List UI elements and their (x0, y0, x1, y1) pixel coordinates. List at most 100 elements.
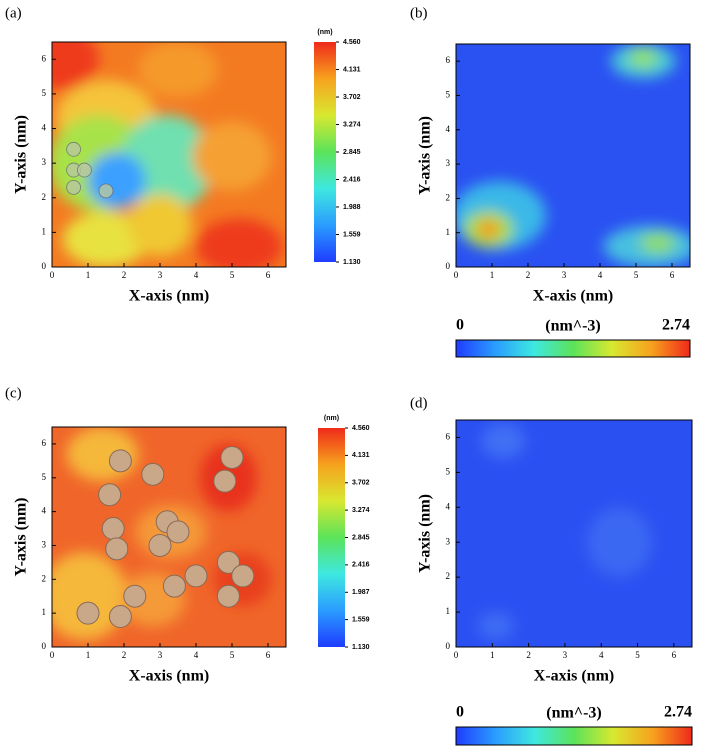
colorbar-tick-label: 1.987 (352, 589, 370, 596)
colorbar-tick-label: 2.416 (352, 562, 370, 569)
x-tick-label: 4 (598, 270, 603, 280)
colorbar-tick-label: 2.74 (662, 317, 690, 334)
colorbar-tick-label: 3.702 (352, 480, 370, 487)
heatmap-region (52, 42, 99, 91)
heatmap-region (192, 121, 272, 191)
x-tick-label: 0 (454, 270, 459, 280)
colorbar-tick-label: 1.988 (343, 204, 361, 211)
molecule (108, 605, 132, 629)
x-tick-label: 1 (490, 650, 495, 660)
x-tick-label: 6 (672, 650, 677, 660)
molecule (216, 550, 240, 574)
colorbar-tick-label: 4.131 (343, 66, 361, 73)
colorbar-tick-label: 1.130 (343, 259, 361, 266)
heatmap-blobs (456, 44, 690, 267)
y-tick-label: 0 (42, 261, 47, 271)
x-tick-label: 2 (526, 650, 531, 660)
y-tick-label: 0 (446, 641, 451, 651)
y-axis-label: Y-axis (nm) (13, 498, 30, 577)
panel-label: (a) (5, 5, 22, 21)
colorbar-tick-label: 3.274 (343, 121, 361, 128)
heatmap-region (127, 194, 193, 257)
y-tick-label: 6 (42, 438, 47, 448)
heatmap (456, 420, 692, 647)
x-tick-label: 0 (50, 650, 55, 660)
heatmap-region (62, 211, 150, 267)
y-tick-label: 1 (42, 607, 47, 617)
colorbar-tick-label: 0 (456, 704, 464, 721)
colorbar (455, 726, 693, 746)
colorbar-title: (nm) (324, 415, 339, 422)
x-tick-label: 3 (563, 650, 568, 660)
molecule (101, 517, 125, 541)
y-tick-label: 2 (42, 573, 47, 583)
x-tick-label: 3 (562, 270, 567, 280)
molecule (76, 601, 100, 625)
x-tick-label: 6 (266, 650, 271, 660)
colorbar-title: (nm) (317, 29, 332, 36)
y-tick-label: 5 (446, 90, 451, 100)
molecule (184, 564, 208, 588)
x-tick-label: 1 (490, 270, 495, 280)
molecule (231, 564, 255, 588)
heatmap (456, 44, 690, 267)
colorbar-tick-label: 4.131 (352, 452, 370, 459)
colorbar-tick-label: 4.560 (352, 425, 370, 432)
x-axis-label: X-axis (nm) (534, 668, 614, 685)
plot-frame (455, 419, 693, 648)
molecule (216, 584, 240, 608)
colorbar-tick-label: 0 (456, 317, 464, 334)
colorbar-tick-label: 1.559 (343, 231, 361, 238)
x-axis-label: X-axis (nm) (129, 668, 209, 685)
heatmap-region (475, 218, 501, 240)
colorbar (455, 339, 691, 358)
x-tick-label: 5 (634, 270, 639, 280)
y-tick-label: 2 (42, 192, 47, 202)
x-tick-label: 3 (158, 270, 163, 280)
colorbar-tick-label: 3.702 (343, 94, 361, 101)
molecule (141, 462, 165, 486)
x-tick-label: 5 (635, 650, 640, 660)
heatmap-region (88, 152, 146, 209)
y-tick-label: 0 (446, 261, 451, 271)
y-tick-label: 1 (42, 226, 47, 236)
x-tick-label: 2 (526, 270, 531, 280)
heatmap-region (477, 612, 515, 641)
plot-frame (51, 41, 287, 268)
y-tick-label: 6 (446, 432, 451, 442)
heatmap-region (628, 47, 658, 69)
colorbar-tick-label: 1.130 (352, 644, 370, 651)
y-tick-label: 3 (42, 540, 47, 550)
x-axis-label: X-axis (nm) (533, 288, 613, 305)
y-axis-label: Y-axis (nm) (417, 494, 434, 573)
molecule (220, 445, 244, 469)
y-tick-label: 6 (446, 55, 451, 65)
colorbar-tick-label: 2.845 (343, 149, 361, 156)
x-tick-label: 4 (194, 650, 199, 660)
x-tick-label: 0 (454, 650, 459, 660)
heatmap-base (456, 420, 692, 647)
x-tick-label: 6 (670, 270, 675, 280)
colorbar (314, 42, 336, 262)
colorbar-tick-label: 2.416 (343, 176, 361, 183)
heatmap-region (481, 423, 525, 459)
colorbar-tick-label: 2.845 (352, 534, 370, 541)
molecule (66, 141, 81, 157)
molecule (98, 483, 122, 507)
x-tick-label: 3 (158, 650, 163, 660)
panel-label: (b) (410, 5, 428, 21)
x-tick-label: 5 (230, 270, 235, 280)
y-tick-label: 2 (446, 571, 451, 581)
molecule (105, 537, 129, 561)
heatmap (52, 427, 286, 647)
heatmap-blobs (477, 423, 653, 641)
molecule (162, 574, 186, 598)
molecule (77, 162, 92, 178)
molecule (108, 449, 132, 473)
y-tick-label: 4 (42, 123, 47, 133)
molecule (166, 520, 190, 544)
panel-label: (c) (5, 385, 22, 401)
molecule (66, 179, 81, 195)
colorbar-title: (nm^-3) (545, 318, 601, 335)
y-tick-label: 0 (42, 641, 47, 651)
